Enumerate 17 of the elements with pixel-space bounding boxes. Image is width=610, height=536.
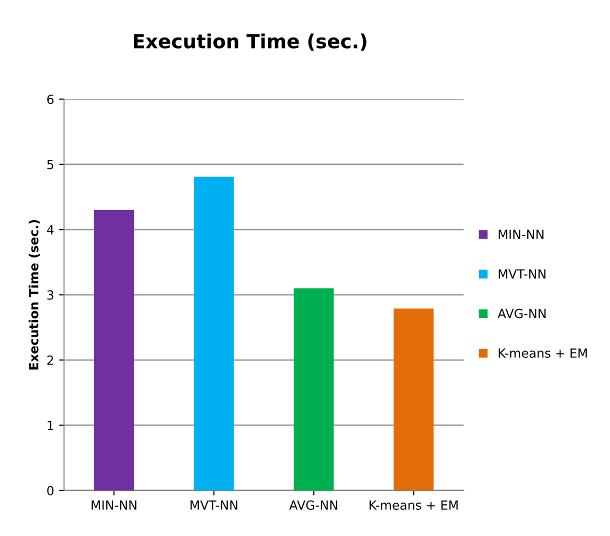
- y-tick-label: 4: [46, 225, 54, 234]
- y-tick-label: 1: [48, 420, 54, 430]
- y-axis-title: Execution Time (sec.): [28, 220, 40, 370]
- legend-label: AVG-NN: [498, 308, 546, 318]
- x-tick-label: K-means + EM: [370, 500, 458, 510]
- legend-label: K-means + EM: [498, 348, 587, 358]
- x-tick-label: AVG-NN: [289, 500, 338, 510]
- y-tick-label: 0: [47, 486, 54, 496]
- y-tick-label: 2: [47, 355, 54, 365]
- legend-label: MVT-NN: [498, 269, 546, 278]
- x-tick-label: MVT-NN: [190, 500, 238, 510]
- chart-title: Execution Time (sec.): [134, 33, 366, 51]
- y-tick-label: 6: [47, 94, 54, 104]
- legend-label: MIN-NN: [498, 230, 544, 239]
- y-tick-label: 3: [47, 290, 54, 300]
- x-tick-label: MIN-NN: [92, 500, 136, 510]
- y-tick-label: 5: [47, 160, 54, 170]
